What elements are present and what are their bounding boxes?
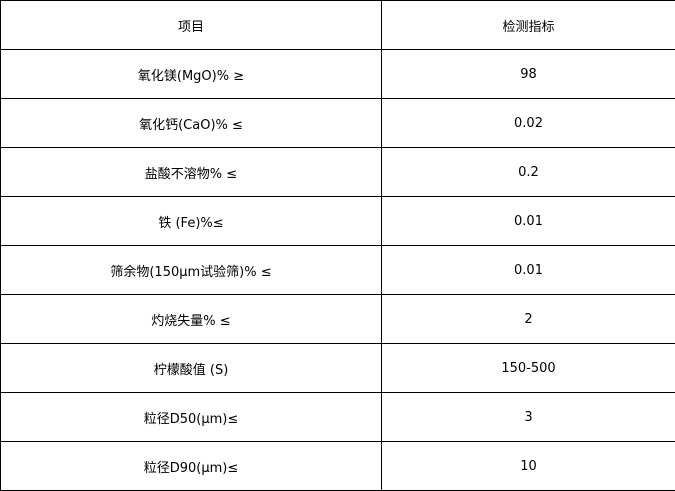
table-row: 铁 (Fe)%≤ 0.01 [0, 196, 675, 246]
item-cell: 筛余物(150μm试验筛)% ≤ [0, 245, 382, 295]
item-cell: 盐酸不溶物% ≤ [0, 147, 382, 197]
item-cell: 灼烧失量% ≤ [0, 294, 382, 344]
table-row: 氧化镁(MgO)% ≥98 [0, 49, 675, 99]
value-cell: 0.01 [381, 196, 675, 246]
header-cell: 项目 [0, 0, 382, 50]
value-cell: 0.02 [381, 98, 675, 148]
table-row: 盐酸不溶物% ≤0.2 [0, 147, 675, 197]
header-cell: 检测指标 [381, 0, 675, 50]
item-cell: 氧化镁(MgO)% ≥ [0, 49, 382, 99]
value-cell: 0.01 [381, 245, 675, 295]
table-header: 项目 检测指标 [0, 0, 675, 50]
table-row: 筛余物(150μm试验筛)% ≤0.01 [0, 245, 675, 295]
item-cell: 粒径D90(μm)≤ [0, 441, 382, 491]
table-row: 柠檬酸值 (S) 150-500 [0, 343, 675, 393]
value-cell: 10 [381, 441, 675, 491]
table-row: 灼烧失量% ≤2 [0, 294, 675, 344]
value-cell: 98 [381, 49, 675, 99]
item-cell: 粒径D50(μm)≤ [0, 392, 382, 442]
value-cell: 2 [381, 294, 675, 344]
header-row: 项目 检测指标 [0, 0, 675, 50]
item-cell: 氧化钙(CaO)% ≤ [0, 98, 382, 148]
item-cell: 铁 (Fe)%≤ [0, 196, 382, 246]
table-row: 粒径D90(μm)≤ 10 [0, 441, 675, 491]
table-row: 粒径D50(μm)≤ 3 [0, 392, 675, 442]
item-cell: 柠檬酸值 (S) [0, 343, 382, 393]
table-row: 氧化钙(CaO)% ≤0.02 [0, 98, 675, 148]
table-body: 氧化镁(MgO)% ≥98 氧化钙(CaO)% ≤0.02 盐酸不溶物% ≤0.2 铁… [0, 49, 675, 491]
value-cell: 0.2 [381, 147, 675, 197]
value-cell: 150-500 [381, 343, 675, 393]
value-cell: 3 [381, 392, 675, 442]
